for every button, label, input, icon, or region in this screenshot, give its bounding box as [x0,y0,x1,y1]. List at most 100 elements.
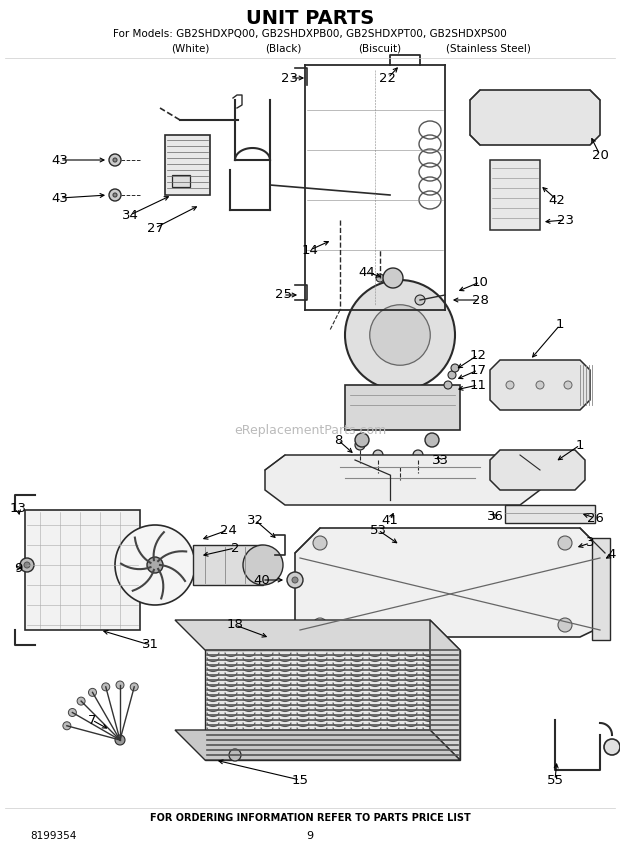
Text: 43: 43 [51,153,68,167]
Bar [592,538,610,640]
Circle shape [116,681,124,689]
Text: 2: 2 [231,542,239,555]
Polygon shape [175,620,460,650]
Bar [345,385,460,430]
Circle shape [395,457,405,467]
Circle shape [115,525,195,605]
Circle shape [604,739,620,755]
Text: 42: 42 [549,193,565,206]
Text: 24: 24 [219,524,236,537]
Text: 44: 44 [358,265,375,278]
Text: 9: 9 [306,831,314,841]
Circle shape [413,450,423,460]
Text: 25: 25 [275,288,291,301]
Text: 12: 12 [469,348,487,361]
Text: 34: 34 [122,209,138,222]
Text: (Black): (Black) [265,43,301,53]
Circle shape [109,189,121,201]
Text: 10: 10 [472,276,489,288]
Circle shape [355,433,369,447]
Text: 14: 14 [301,243,319,257]
Circle shape [89,688,97,697]
Polygon shape [295,528,605,637]
Polygon shape [470,90,600,145]
Circle shape [313,618,327,632]
Text: (Biscuit): (Biscuit) [358,43,402,53]
Circle shape [147,557,163,573]
Circle shape [558,618,572,632]
Text: 15: 15 [291,774,309,787]
Bar [505,505,595,523]
Circle shape [506,381,514,389]
Text: 53: 53 [370,524,386,537]
Polygon shape [265,455,540,505]
Polygon shape [430,620,460,760]
Circle shape [77,697,85,705]
Polygon shape [490,360,590,410]
Text: 23: 23 [557,213,574,227]
Bar [25,510,140,630]
Text: 13: 13 [9,502,27,514]
Bar [490,160,540,230]
Circle shape [243,545,283,585]
Circle shape [109,154,121,166]
Bar [172,175,190,187]
Text: 18: 18 [226,619,244,632]
Circle shape [370,305,430,366]
Text: 17: 17 [469,364,487,377]
Text: 28: 28 [472,294,489,306]
Text: eReplacementParts.com: eReplacementParts.com [234,424,386,437]
Circle shape [425,433,439,447]
Text: 20: 20 [591,148,608,162]
Text: 32: 32 [247,514,264,526]
Circle shape [355,440,365,450]
Text: 43: 43 [51,192,68,205]
Text: 36: 36 [487,509,503,522]
Text: 31: 31 [141,639,159,651]
Text: 22: 22 [379,72,397,85]
Text: 41: 41 [381,514,399,526]
Text: FOR ORDERING INFORMATION REFER TO PARTS PRICE LIST: FOR ORDERING INFORMATION REFER TO PARTS … [149,813,471,823]
Circle shape [113,193,117,197]
Circle shape [68,709,76,716]
Text: 3: 3 [586,537,594,550]
Circle shape [102,683,110,691]
Text: 40: 40 [254,574,270,586]
Bar [165,135,210,195]
Text: 26: 26 [587,512,603,525]
Text: (White): (White) [171,43,209,53]
Circle shape [415,295,425,305]
Polygon shape [205,650,460,760]
Circle shape [444,381,452,389]
Circle shape [558,536,572,550]
Text: 8199354: 8199354 [30,831,76,841]
Text: UNIT PARTS: UNIT PARTS [246,9,374,27]
Polygon shape [490,450,585,490]
Circle shape [564,381,572,389]
Circle shape [115,735,125,745]
Text: (Stainless Steel): (Stainless Steel) [446,43,531,53]
Circle shape [345,280,455,390]
Text: 1: 1 [556,318,564,331]
Circle shape [451,364,459,372]
Text: 1: 1 [576,438,584,451]
Circle shape [20,558,34,572]
Text: 11: 11 [469,378,487,391]
Circle shape [383,268,403,288]
Circle shape [536,381,544,389]
Circle shape [376,274,384,282]
Text: For Models: GB2SHDXPQ00, GB2SHDXPB00, GB2SHDXPT00, GB2SHDXPS00: For Models: GB2SHDXPQ00, GB2SHDXPB00, GB… [113,29,507,39]
Text: 8: 8 [334,433,342,447]
Circle shape [287,572,303,588]
Text: 55: 55 [546,774,564,787]
Circle shape [63,722,71,730]
Text: 33: 33 [432,454,448,467]
Circle shape [373,450,383,460]
Text: 7: 7 [88,714,96,727]
Circle shape [113,158,117,162]
Circle shape [292,577,298,583]
Text: 4: 4 [608,549,616,562]
Circle shape [24,562,30,568]
Polygon shape [175,730,460,760]
Circle shape [448,371,456,379]
